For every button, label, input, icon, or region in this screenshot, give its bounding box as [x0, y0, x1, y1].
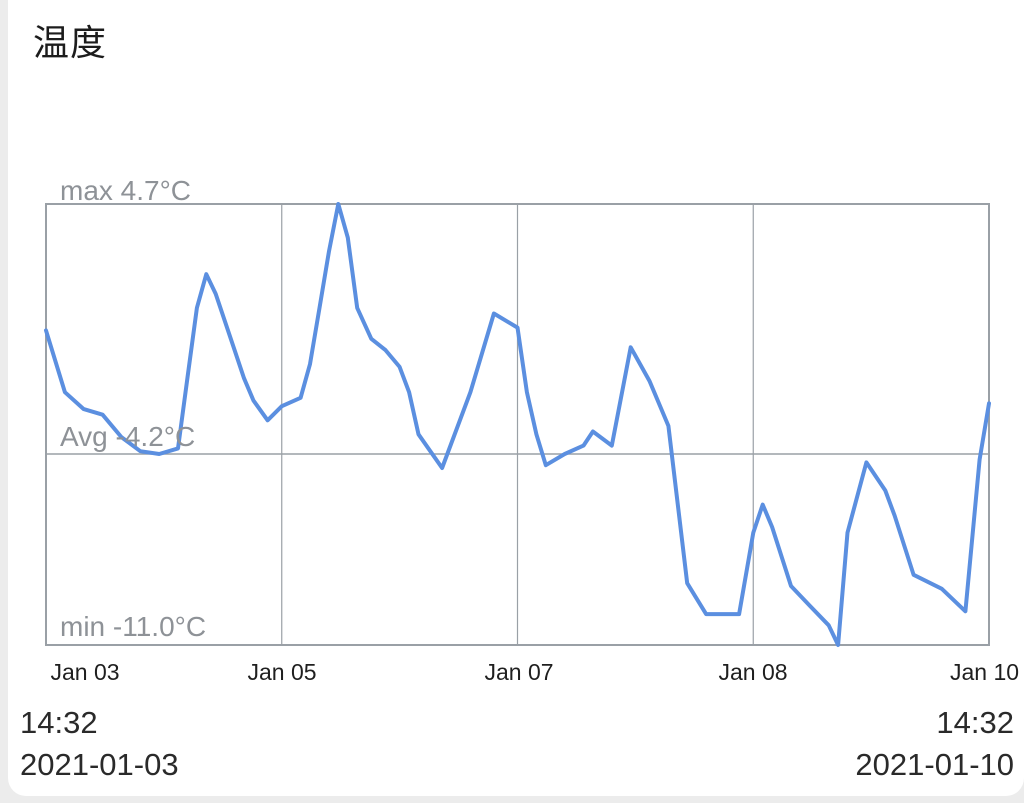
grid-lines	[281, 204, 754, 645]
range-start: 14:32 2021-01-03	[20, 702, 179, 786]
x-tick-label: Jan 03	[50, 659, 119, 685]
x-tick-label: Jan 08	[718, 659, 787, 685]
range-start-date: 2021-01-03	[20, 747, 179, 782]
range-start-time: 14:32	[20, 705, 98, 740]
temperature-chart[interactable]: max 4.7°C Avg -4.2°C min -11.0°C Jan 03 J…	[0, 0, 1024, 700]
x-tick-label: Jan 10	[950, 659, 1019, 685]
min-label: min -11.0°C	[60, 611, 206, 642]
x-tick-label: Jan 05	[247, 659, 316, 685]
x-tick-labels: Jan 03 Jan 05 Jan 07 Jan 08 Jan 10	[50, 659, 1019, 685]
max-label: max 4.7°C	[60, 175, 191, 206]
range-end-date: 2021-01-10	[855, 747, 1014, 782]
avg-label: Avg -4.2°C	[60, 421, 195, 452]
range-end-time: 14:32	[936, 705, 1014, 740]
x-tick-label: Jan 07	[484, 659, 553, 685]
range-end: 14:32 2021-01-10	[855, 702, 1014, 786]
temperature-series-line	[44, 202, 991, 647]
card-title: 温度	[33, 23, 108, 64]
temperature-card	[8, 0, 1024, 796]
